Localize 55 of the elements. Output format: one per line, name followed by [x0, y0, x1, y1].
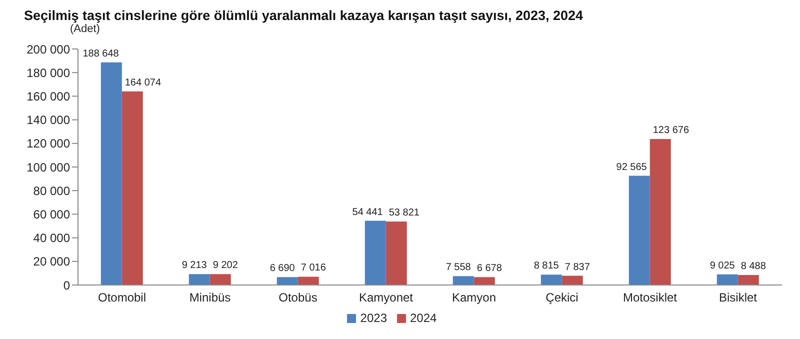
- bar: [276, 277, 298, 285]
- data-label: 8 488: [740, 260, 766, 272]
- bar: [650, 139, 671, 285]
- bar: [210, 274, 231, 285]
- data-label: 54 441: [352, 206, 384, 218]
- x-tick-label: Otobüs: [278, 290, 318, 305]
- data-label: 6 690: [270, 263, 296, 274]
- y-tick-label: 100 000: [26, 160, 70, 174]
- y-tick-label: 200 000: [26, 42, 70, 56]
- x-tick-label: Motosiklet: [622, 290, 678, 305]
- bar: [540, 274, 562, 285]
- bar: [628, 176, 650, 285]
- data-label: 92 565: [616, 162, 648, 173]
- y-tick-label: 80 000: [33, 184, 70, 198]
- data-label: 53 821: [388, 207, 420, 218]
- bar: [738, 274, 759, 285]
- x-tick-label: Kamyon: [452, 290, 496, 305]
- bar: [562, 276, 583, 285]
- data-label: 9 213: [182, 260, 208, 272]
- data-label: 8 815: [534, 260, 560, 272]
- data-label: 9 025: [710, 260, 736, 272]
- legend-label: 2024: [410, 311, 437, 325]
- bar: [122, 91, 143, 285]
- bar: [188, 274, 210, 285]
- bar: [716, 274, 738, 285]
- bar: [452, 276, 474, 285]
- x-tick-label: Çekici: [546, 290, 578, 305]
- data-label: 188 648: [82, 48, 120, 60]
- y-tick-label: 60 000: [33, 207, 70, 222]
- data-label: 7 837: [564, 262, 590, 273]
- data-label: 164 074: [124, 77, 162, 88]
- data-label: 6 678: [476, 263, 502, 274]
- y-axis-title: (Adet): [70, 23, 101, 35]
- x-tick-label: Kamyonet: [358, 290, 414, 305]
- bar: [364, 220, 386, 285]
- data-label: 7 558: [446, 262, 472, 274]
- bar: [386, 221, 407, 285]
- x-tick-label: Bisiklet: [718, 290, 758, 305]
- legend-label: 2023: [360, 311, 387, 325]
- y-tick-label: 140 000: [26, 113, 70, 128]
- bar: [100, 62, 122, 285]
- x-tick-label: Otomobil: [98, 290, 146, 305]
- y-tick-label: 20 000: [33, 254, 70, 269]
- x-tick-label: Minibüs: [189, 290, 231, 305]
- chart-title: Seçilmiş taşıt cinslerine göre ölümlü yaralanmalı kazaya karışan taşıt sayısı, 2023, 2024: [24, 8, 584, 23]
- bar: [474, 277, 495, 285]
- y-tick-label: 180 000: [26, 66, 70, 80]
- y-tick-label: 40 000: [33, 231, 70, 246]
- y-tick-label: 0: [63, 278, 70, 292]
- bar: [298, 276, 319, 285]
- data-label: 7 016: [300, 262, 326, 274]
- data-label: 123 676: [652, 125, 690, 136]
- y-tick-label: 120 000: [26, 136, 70, 151]
- data-label: 9 202: [212, 260, 238, 272]
- y-tick-label: 160 000: [26, 89, 70, 104]
